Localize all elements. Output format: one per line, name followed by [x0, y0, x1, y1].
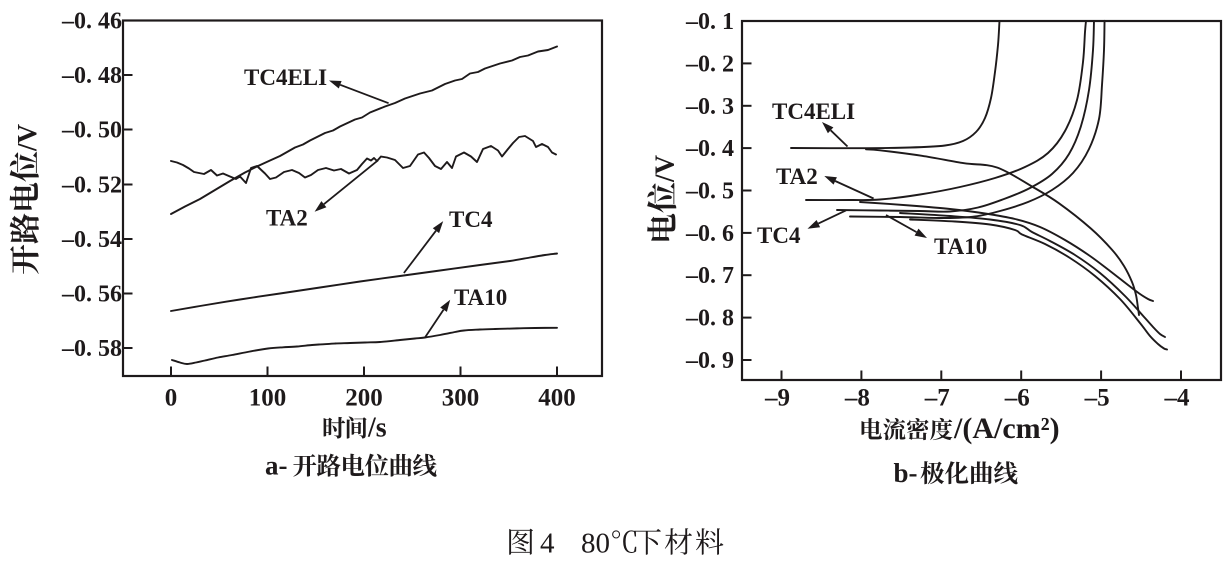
svg-text:–0. 52: –0. 52	[61, 173, 122, 199]
svg-text:–0. 48: –0. 48	[61, 63, 122, 89]
svg-text:/s: /s	[367, 413, 387, 444]
svg-text:400: 400	[538, 385, 576, 412]
svg-text:TA2: TA2	[776, 164, 818, 189]
svg-text:–0. 50: –0. 50	[61, 118, 122, 144]
svg-text:4: 4	[540, 528, 555, 560]
svg-text:TA10: TA10	[934, 234, 987, 259]
svg-text:–0. 3: –0. 3	[685, 94, 734, 120]
svg-text:TA10: TA10	[454, 285, 507, 310]
svg-text:TC4: TC4	[757, 223, 801, 248]
svg-text:–0. 4: –0. 4	[685, 136, 734, 162]
svg-text:/V: /V	[650, 154, 680, 183]
svg-text:/(A/cm²): /(A/cm²)	[953, 412, 1060, 445]
svg-text:–8: –8	[844, 385, 870, 412]
svg-text:–7: –7	[924, 385, 950, 412]
svg-text:–0. 56: –0. 56	[61, 282, 122, 308]
svg-text:TC4: TC4	[449, 207, 493, 232]
svg-text:100: 100	[249, 385, 287, 412]
svg-text:–0. 9: –0. 9	[685, 348, 734, 374]
svg-text:–0. 58: –0. 58	[61, 336, 122, 362]
svg-text:TC4ELI: TC4ELI	[244, 65, 327, 90]
svg-text:–0. 46: –0. 46	[61, 9, 122, 35]
svg-text:–0. 2: –0. 2	[685, 51, 734, 77]
svg-text:–6: –6	[1004, 385, 1030, 412]
svg-text:–0. 6: –0. 6	[685, 221, 734, 247]
svg-text:0: 0	[165, 385, 178, 412]
svg-text:a-: a-	[265, 451, 288, 481]
svg-text:–0. 8: –0. 8	[685, 306, 734, 332]
svg-text:TC4ELI: TC4ELI	[772, 99, 855, 124]
svg-text:–0. 1: –0. 1	[685, 9, 734, 35]
svg-text:/V: /V	[12, 123, 42, 152]
svg-text:–9: –9	[764, 385, 790, 412]
svg-text:200: 200	[345, 385, 383, 412]
svg-text:300: 300	[442, 385, 480, 412]
svg-text:–0. 54: –0. 54	[61, 227, 122, 253]
svg-text:–5: –5	[1084, 385, 1110, 412]
svg-text:–0. 5: –0. 5	[685, 179, 734, 205]
svg-text:–4: –4	[1164, 385, 1191, 412]
svg-text:TA2: TA2	[266, 206, 308, 231]
svg-text:b-: b-	[894, 458, 918, 488]
svg-text:80: 80	[581, 528, 610, 560]
svg-text:–0. 7: –0. 7	[685, 263, 734, 289]
